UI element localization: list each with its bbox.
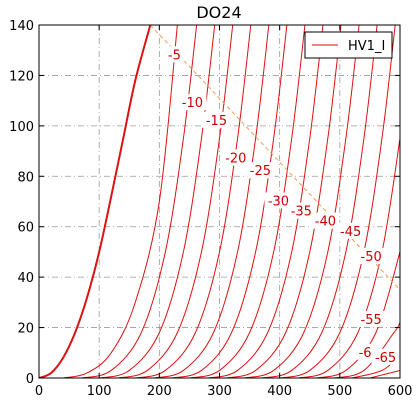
curve-label-bg [178,94,207,111]
curve-label-bg [357,311,386,328]
curve-grid-60 [261,25,378,378]
curve-grid-45 [207,25,324,378]
curve-label-text: -50 [361,250,382,265]
x-tick-label: 600 [388,384,413,399]
curve-label-text: -65 [375,351,396,366]
curve-grid-10 [80,25,198,378]
y-tick-label: 60 [17,221,34,236]
curve-label-text: -25 [250,164,271,179]
x-tick-label: 200 [147,384,172,399]
curve-grid-0 [39,25,152,378]
curve-label-text: -10 [182,96,203,111]
curve-grid-30 [153,25,270,378]
curve-grid-5 [62,25,178,378]
curve-label: -55 [357,311,386,328]
chart-title: DO24 [196,3,241,22]
curve-label: -6 [355,343,376,361]
curve-label-bg [264,192,293,209]
x-tick-label: 0 [35,384,43,399]
curve-label-bg [355,343,376,360]
curve-label: -45 [336,222,365,240]
curve-label: -65 [371,348,400,366]
x-tick-label: 400 [267,384,292,399]
legend: HV1_I [304,31,393,59]
curve-grid-65 [279,25,396,378]
axis-ticks: 0 100 200 300 400 500 600 0 20 40 60 80 100 120 140 [9,19,412,399]
curve-label: -20 [221,149,250,167]
x-tick-label: 500 [327,384,352,399]
curve-label-bg [371,348,400,365]
curve-label-text: -6 [359,346,372,361]
y-tick-label: 80 [17,170,34,185]
curve-grid-55 [243,25,360,378]
curve-label-bg [221,149,250,166]
curve-label-text: -20 [225,152,246,167]
curve-label-text: -40 [315,215,336,230]
curve-label: -30 [264,192,293,210]
y-tick-label: 100 [9,120,34,135]
curve-label: -10 [178,94,207,111]
load-line [149,25,400,291]
curve-label-bg [202,111,231,128]
curve-label-text: -30 [268,195,289,210]
curve-label: -40 [311,212,340,230]
curve-label-text: -55 [361,313,382,328]
curve-label: -25 [246,162,275,179]
curve-grid-40 [189,25,306,378]
curve-label-bg [311,212,340,229]
y-tick-label: 140 [9,19,34,34]
curve-label: -5 [164,46,185,63]
curve-grid-35 [171,25,288,378]
x-tick-label: 300 [207,384,232,399]
curve-label-text: -45 [340,225,361,240]
curve-label: -15 [202,111,231,129]
curve-label-text: -35 [291,205,312,220]
curve-label-bg [246,162,275,179]
load-line-layer [149,25,400,291]
curve-label: -50 [357,247,386,265]
y-tick-label: 0 [26,372,34,387]
curve-label-bg [357,247,386,264]
curve-label: -35 [287,202,316,220]
curve-label-text: -5 [168,48,181,63]
curve-label-bg [164,46,185,63]
legend-label: HV1_I [348,39,385,54]
y-tick-label: 20 [17,322,34,337]
curve-label-bg [287,202,316,219]
curve-grid-50 [225,25,342,378]
curve-grid-25 [135,25,252,378]
curve-labels: -5 -10-15 -20 -25 -30-35-40 -45-50 -55 -6 -65 [164,46,400,366]
y-tick-label: 120 [9,69,34,84]
curve-label-text: -15 [206,114,227,129]
y-tick-label: 40 [17,271,34,286]
x-tick-label: 100 [87,384,112,399]
curve-label-bg [336,222,365,239]
